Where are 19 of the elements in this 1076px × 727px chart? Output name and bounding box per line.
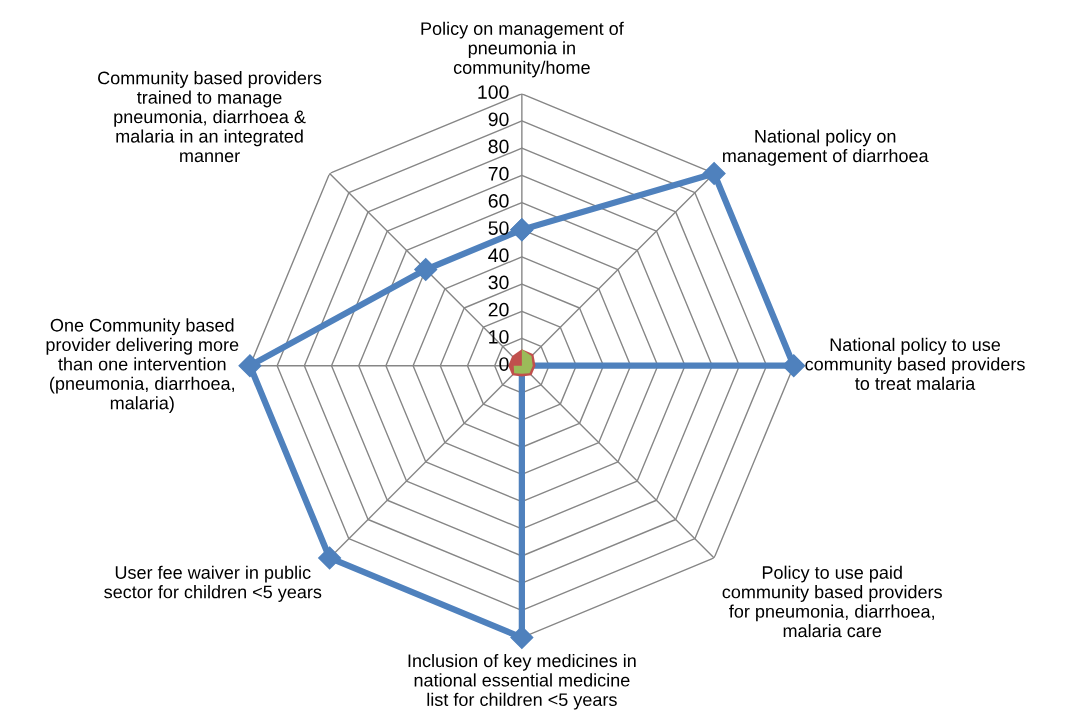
spoke-label: User fee waiver in public sector for children <5 years: [104, 565, 322, 602]
y-tick-label: 80: [488, 139, 509, 154]
y-tick-label: 20: [488, 302, 509, 317]
spoke-label: Policy to use paid community based providers for pneumonia, diarrhoea, malaria care: [722, 565, 942, 638]
y-tick-label: 0: [499, 357, 509, 371]
y-tick-label: 60: [488, 193, 509, 208]
y-tick-label: 100: [478, 85, 509, 99]
spoke-label: Policy on management of pneumonia in community/home: [421, 21, 624, 78]
y-tick-label: 40: [488, 248, 509, 263]
spoke-label: National policy on management of diarrhoea: [723, 129, 929, 166]
y-tick-label: 70: [488, 166, 509, 181]
y-tick-label: 50: [488, 221, 509, 235]
spoke-label: One Community based provider delivering more than one intervention (pneumonia, diarrhoea, malaria): [46, 318, 239, 413]
spoke-label: Inclusion of key medicines in national essential medicine list for children <5 years: [408, 653, 636, 710]
y-tick-label: 10: [489, 329, 509, 344]
y-tick-label: 90: [488, 112, 509, 127]
spoke-label: National policy to use community based providers to treat malaria: [805, 337, 1025, 390]
spoke-label: Community based providers trained to manage pneumonia, diarrhoea & malaria in an integrated manner: [98, 71, 322, 163]
y-tick-label: 30: [488, 275, 509, 290]
